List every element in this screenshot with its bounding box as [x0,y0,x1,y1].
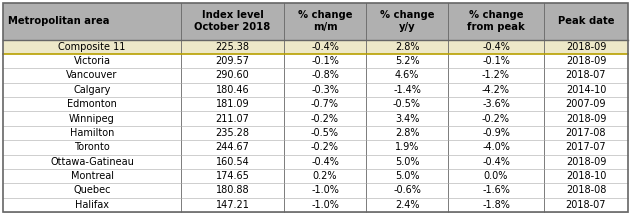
Text: 3.4%: 3.4% [395,114,419,124]
Text: -0.4%: -0.4% [482,42,510,52]
Bar [3,198,628,212]
Text: Metropolitan area: Metropolitan area [8,16,110,26]
Text: 180.88: 180.88 [215,186,249,195]
Text: 211.07: 211.07 [215,114,249,124]
Text: -4.0%: -4.0% [482,142,510,152]
Text: 2018-07: 2018-07 [566,71,606,80]
Text: % change
from peak: % change from peak [467,10,525,32]
Text: % change
m/m: % change m/m [298,10,352,32]
Bar [3,155,628,169]
Text: 2.4%: 2.4% [395,200,419,210]
Text: Victoria: Victoria [74,56,110,66]
Text: 290.60: 290.60 [215,71,249,80]
Text: -0.7%: -0.7% [311,99,339,109]
Text: -0.5%: -0.5% [311,128,339,138]
Text: Index level
October 2018: Index level October 2018 [195,10,271,32]
Text: 5.0%: 5.0% [395,171,419,181]
Text: Quebec: Quebec [73,186,111,195]
Text: -1.4%: -1.4% [393,85,421,95]
Text: -1.8%: -1.8% [482,200,510,210]
Text: 2018-09: 2018-09 [566,157,606,167]
Text: 2018-07: 2018-07 [566,200,606,210]
Bar [3,183,628,198]
Text: -0.2%: -0.2% [311,142,339,152]
Text: Montreal: Montreal [71,171,113,181]
Text: 2018-10: 2018-10 [566,171,606,181]
Text: 244.67: 244.67 [215,142,249,152]
Text: Winnipeg: Winnipeg [69,114,115,124]
Text: 0.0%: 0.0% [484,171,508,181]
Text: 5.2%: 5.2% [394,56,420,66]
Text: 2018-09: 2018-09 [566,114,606,124]
Text: 2018-08: 2018-08 [566,186,606,195]
Text: Edmonton: Edmonton [67,99,117,109]
Text: 2014-10: 2014-10 [566,85,606,95]
Text: 5.0%: 5.0% [395,157,419,167]
Text: 2018-09: 2018-09 [566,42,606,52]
Text: -1.6%: -1.6% [482,186,510,195]
Bar [3,54,628,68]
Text: 2.8%: 2.8% [395,42,419,52]
Text: Toronto: Toronto [74,142,110,152]
Text: -0.5%: -0.5% [393,99,421,109]
Text: 2017-08: 2017-08 [566,128,606,138]
Bar [3,169,628,183]
Text: -0.2%: -0.2% [311,114,339,124]
Text: 2018-09: 2018-09 [566,56,606,66]
Text: 1.9%: 1.9% [395,142,419,152]
Text: -1.0%: -1.0% [311,200,339,210]
Text: -0.1%: -0.1% [482,56,510,66]
Text: 180.46: 180.46 [215,85,249,95]
Text: 174.65: 174.65 [215,171,249,181]
Bar [3,126,628,140]
Bar [3,97,628,111]
Text: -0.4%: -0.4% [311,157,339,167]
Text: Vancouver: Vancouver [66,71,118,80]
Bar [3,40,628,54]
Text: 2.8%: 2.8% [395,128,419,138]
Text: -4.2%: -4.2% [482,85,510,95]
Text: Hamilton: Hamilton [70,128,114,138]
Text: Composite 11: Composite 11 [59,42,126,52]
Text: 2007-09: 2007-09 [566,99,606,109]
Text: -0.6%: -0.6% [393,186,421,195]
Bar [3,111,628,126]
Text: -0.2%: -0.2% [482,114,510,124]
Text: Peak date: Peak date [558,16,614,26]
Bar [3,83,628,97]
Text: 0.2%: 0.2% [312,171,337,181]
Text: -0.4%: -0.4% [311,42,339,52]
Text: 225.38: 225.38 [215,42,249,52]
Bar [3,3,628,40]
Text: Calgary: Calgary [73,85,111,95]
Text: 235.28: 235.28 [215,128,249,138]
Bar [3,68,628,83]
Text: Halifax: Halifax [75,200,109,210]
Text: -1.0%: -1.0% [311,186,339,195]
Text: 4.6%: 4.6% [395,71,419,80]
Text: -0.4%: -0.4% [482,157,510,167]
Text: 147.21: 147.21 [215,200,249,210]
Text: 181.09: 181.09 [215,99,249,109]
Text: 209.57: 209.57 [215,56,249,66]
Text: 160.54: 160.54 [215,157,249,167]
Text: -0.8%: -0.8% [311,71,339,80]
Text: -0.1%: -0.1% [311,56,339,66]
Text: 2017-07: 2017-07 [566,142,606,152]
Text: -3.6%: -3.6% [482,99,510,109]
Text: -1.2%: -1.2% [482,71,510,80]
Text: Ottawa-Gatineau: Ottawa-Gatineau [50,157,134,167]
Text: -0.3%: -0.3% [311,85,339,95]
Text: -0.9%: -0.9% [482,128,510,138]
Bar [3,140,628,155]
Text: % change
y/y: % change y/y [380,10,434,32]
